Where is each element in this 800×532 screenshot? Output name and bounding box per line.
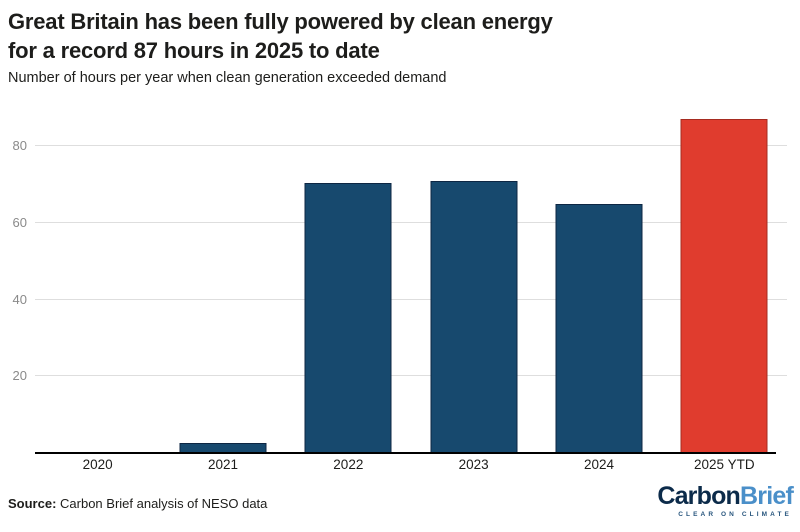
source-note: Source: Carbon Brief analysis of NESO da… xyxy=(8,496,267,511)
chart-header: Great Britain has been fully powered by … xyxy=(8,7,792,87)
bar-2025-ytd xyxy=(680,119,768,453)
chart-title-line1: Great Britain has been fully powered by … xyxy=(8,9,553,34)
y-tick-label-60: 60 xyxy=(12,214,27,230)
band-2021 xyxy=(160,100,285,453)
logo-brief-text: Brief xyxy=(740,482,794,510)
gridline-60 xyxy=(35,221,787,223)
y-tick-label-80: 80 xyxy=(12,138,27,154)
plot-area: 20 40 60 80 xyxy=(13,100,787,454)
gridline-40 xyxy=(35,298,787,300)
source-label: Source: xyxy=(8,496,57,511)
bar-2023 xyxy=(430,180,518,453)
x-label-2024: 2024 xyxy=(583,457,614,472)
bar-2021 xyxy=(179,443,267,453)
chart-title-line2: for a record 87 hours in 2025 to date xyxy=(8,38,380,63)
carbonbrief-wordmark: CarbonBrief xyxy=(657,483,793,510)
x-label-2022: 2022 xyxy=(333,457,364,472)
x-label-2023: 2023 xyxy=(458,457,489,472)
chart-subtitle: Number of hours per year when clean gene… xyxy=(8,70,447,86)
bars-container xyxy=(35,100,787,453)
band-2020 xyxy=(35,100,160,453)
y-tick-label-40: 40 xyxy=(12,291,27,307)
bar-2024 xyxy=(555,203,643,453)
band-2022 xyxy=(286,100,411,453)
x-axis-labels: 2020 2021 2022 2023 2024 2025 YTD xyxy=(35,457,787,472)
band-2023 xyxy=(411,100,536,453)
gridline-20 xyxy=(35,375,787,377)
logo-carbon-text: Carbon xyxy=(657,482,741,510)
y-tick-label-20: 20 xyxy=(12,368,27,384)
source-text: Carbon Brief analysis of NESO data xyxy=(56,496,268,511)
x-label-2020: 2020 xyxy=(82,457,113,472)
logo-tagline: CLEAR ON CLIMATE xyxy=(678,511,792,518)
band-2025-ytd xyxy=(662,100,787,453)
band-2024 xyxy=(536,100,661,453)
chart-title: Great Britain has been fully powered by … xyxy=(8,7,792,65)
gridline-80 xyxy=(35,145,787,147)
x-axis-line xyxy=(35,452,776,454)
bar-2022 xyxy=(304,182,392,453)
x-label-2025-ytd: 2025 YTD xyxy=(694,457,755,472)
carbonbrief-logo: CarbonBrief CLEAR ON CLIMATE xyxy=(657,483,793,519)
x-label-2021: 2021 xyxy=(207,457,239,472)
